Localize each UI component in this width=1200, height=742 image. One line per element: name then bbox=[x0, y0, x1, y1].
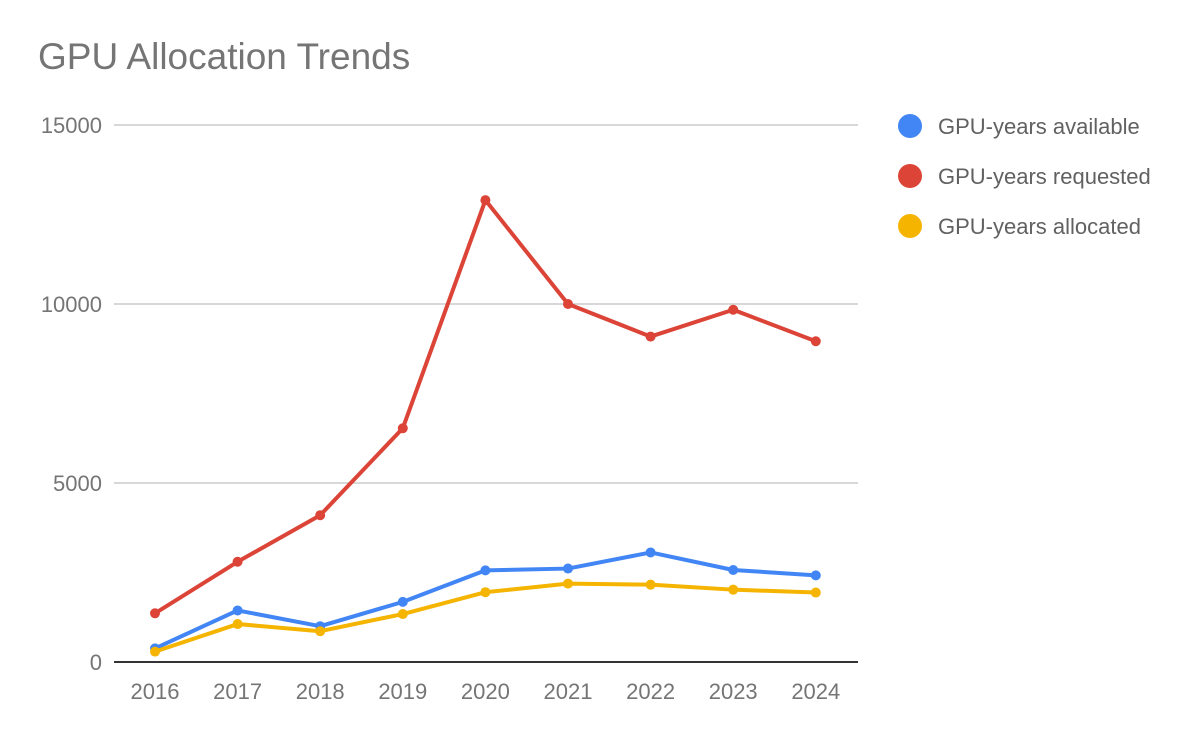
x-tick-label: 2019 bbox=[378, 679, 427, 704]
x-tick-label: 2022 bbox=[626, 679, 675, 704]
x-tick-label: 2024 bbox=[791, 679, 840, 704]
data-point bbox=[728, 564, 739, 575]
series-line bbox=[153, 198, 818, 616]
data-point bbox=[150, 646, 160, 657]
series-1 bbox=[150, 195, 821, 619]
legend: GPU-years available GPU-years requested GP… bbox=[898, 114, 1151, 239]
data-point bbox=[480, 195, 491, 206]
data-point bbox=[563, 299, 573, 309]
data-point bbox=[232, 556, 243, 567]
series-2 bbox=[150, 578, 821, 657]
x-tick-label: 2023 bbox=[709, 679, 758, 704]
legend-label: GPU-years requested bbox=[938, 164, 1151, 189]
x-tick-label: 2017 bbox=[213, 679, 262, 704]
series-0 bbox=[150, 547, 821, 654]
data-point bbox=[397, 596, 408, 607]
data-point bbox=[480, 587, 491, 598]
data-point bbox=[810, 570, 821, 581]
legend-item: GPU-years allocated bbox=[898, 214, 1141, 239]
data-point bbox=[645, 579, 656, 590]
data-point bbox=[232, 605, 243, 616]
legend-swatch bbox=[898, 164, 922, 188]
data-point bbox=[645, 331, 656, 342]
series-lines bbox=[150, 195, 821, 657]
data-point bbox=[728, 304, 739, 315]
legend-swatch bbox=[898, 114, 922, 138]
data-point bbox=[563, 578, 573, 589]
y-tick-label: 0 bbox=[90, 650, 102, 675]
y-tick-label: 15000 bbox=[41, 113, 102, 138]
data-point bbox=[397, 423, 408, 434]
x-tick-label: 2016 bbox=[131, 679, 180, 704]
data-point bbox=[810, 587, 821, 598]
x-tick-label: 2021 bbox=[544, 679, 593, 704]
data-point bbox=[645, 547, 656, 558]
data-point bbox=[480, 565, 491, 576]
data-point bbox=[150, 608, 160, 619]
legend-item: GPU-years available bbox=[898, 114, 1140, 139]
data-point bbox=[397, 609, 408, 620]
chart-title: GPU Allocation Trends bbox=[38, 36, 411, 77]
y-tick-label: 5000 bbox=[53, 471, 102, 496]
data-point bbox=[315, 510, 326, 521]
legend-label: GPU-years allocated bbox=[938, 214, 1141, 239]
axes: 0 5000 10000 15000 2016 2017 2018 2019 2020 2021 2… bbox=[41, 113, 858, 704]
y-tick-label: 10000 bbox=[41, 292, 102, 317]
legend-item: GPU-years requested bbox=[898, 164, 1151, 189]
x-tick-label: 2020 bbox=[461, 679, 510, 704]
data-point bbox=[315, 626, 326, 637]
data-point bbox=[728, 584, 739, 595]
legend-label: GPU-years available bbox=[938, 114, 1140, 139]
gridlines bbox=[114, 124, 858, 484]
data-point bbox=[810, 336, 821, 347]
legend-swatch bbox=[898, 214, 922, 238]
data-point bbox=[563, 563, 573, 574]
x-tick-label: 2018 bbox=[296, 679, 345, 704]
data-point bbox=[232, 619, 243, 630]
